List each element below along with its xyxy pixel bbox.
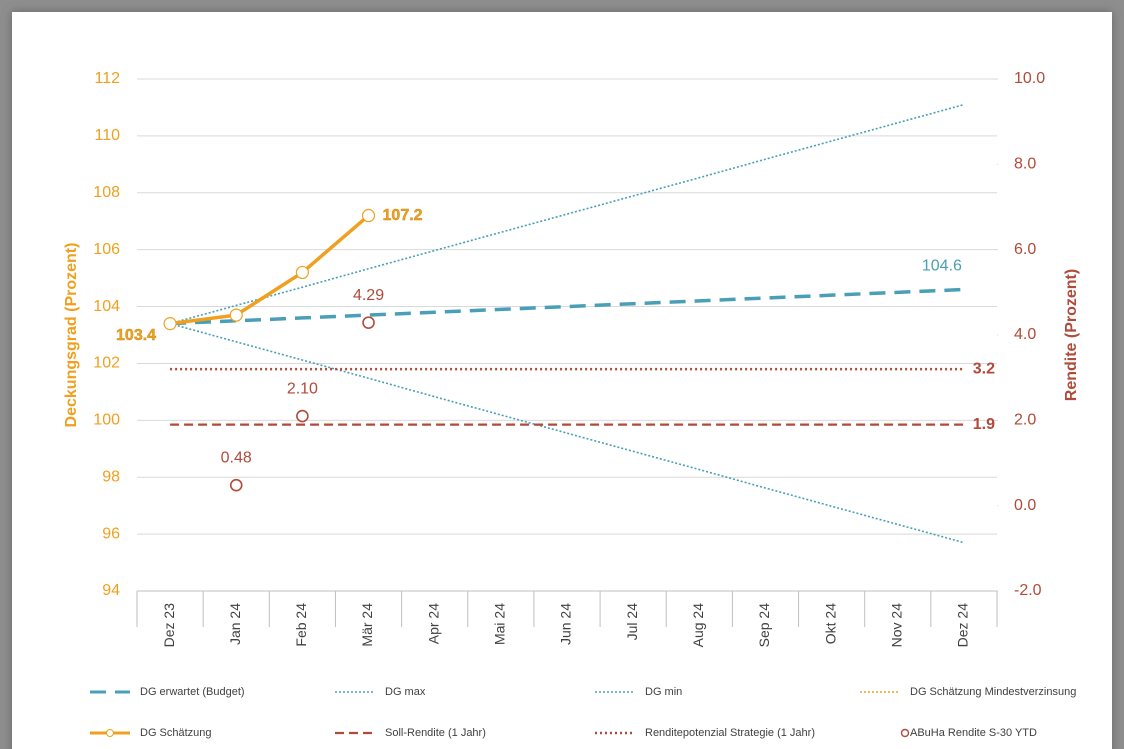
y-tick-label: 108 (93, 184, 120, 201)
x-tick-label: Nov 24 (888, 603, 904, 648)
data-label: 0.48 (221, 449, 252, 466)
point-marker (229, 308, 243, 322)
series-line (170, 287, 964, 326)
point-marker (163, 317, 177, 331)
x-tick-label: Apr 24 (425, 603, 441, 644)
x-tick-label: Okt 24 (822, 603, 838, 644)
x-tick-label: Jan 24 (227, 603, 243, 645)
x-tick-label: Jun 24 (558, 603, 574, 645)
data-label: 103.4 (116, 327, 156, 344)
y-tick-label: 110 (94, 127, 120, 144)
point-marker (362, 316, 375, 329)
legend-label: DG Schätzung Mindestverzinsung (910, 686, 1076, 698)
legend-label: Soll-Rendite (1 Jahr) (385, 727, 486, 739)
y-tick-label: 106 (93, 241, 120, 258)
legend-label: DG min (645, 686, 682, 698)
x-tick-label: Jul 24 (624, 603, 640, 641)
x-tick-label: Dez 24 (955, 603, 971, 648)
data-label: 104.6 (922, 258, 962, 275)
series-line (169, 214, 370, 326)
y-tick-label: 94 (102, 582, 120, 599)
y2-tick-label: 10.0 (1014, 70, 1045, 87)
data-label: 107.2 (383, 207, 423, 224)
y2-tick-label: 0.0 (1014, 497, 1036, 514)
series-line (169, 103, 965, 325)
y-axis-label: Deckungsgrad (Prozent) (63, 243, 80, 428)
point-marker (361, 208, 376, 223)
y-tick-label: 104 (93, 298, 120, 315)
y-tick-label: 100 (93, 412, 120, 429)
x-tick-label: Dez 23 (161, 603, 177, 648)
legend-label: DG erwartet (Budget) (140, 686, 245, 698)
y-tick-label: 112 (94, 70, 120, 87)
point-marker (295, 265, 309, 280)
legend-label: ABuHa Rendite S-30 YTD (910, 727, 1037, 739)
data-label: 4.29 (353, 287, 384, 304)
point-marker (296, 409, 309, 423)
legend-marker (106, 729, 114, 737)
point-marker (229, 478, 243, 492)
legend-label: Renditepotenzial Strategie (1 Jahr) (645, 727, 815, 739)
y2-tick-label: 4.0 (1014, 326, 1036, 343)
series-line (169, 322, 965, 544)
data-label: 3.2 (973, 360, 995, 377)
chart-area (12, 12, 1112, 749)
x-tick-label: Sep 24 (756, 603, 772, 648)
x-tick-label: Feb 24 (293, 603, 309, 647)
x-tick-label: Mai 24 (492, 603, 508, 645)
data-label: 2.10 (287, 380, 318, 397)
legend-marker (900, 728, 910, 738)
x-tick-label: Aug 24 (690, 603, 706, 648)
y2-tick-label: 2.0 (1014, 412, 1036, 429)
y2-axis-label: Rendite (Prozent) (1063, 269, 1080, 401)
y2-tick-label: -2.0 (1014, 582, 1042, 599)
data-label: 1.9 (973, 416, 995, 433)
y-tick-label: 102 (93, 355, 120, 372)
y-tick-label: 98 (102, 468, 120, 485)
y2-tick-label: 8.0 (1014, 156, 1036, 173)
legend-label: DG max (385, 686, 426, 698)
legend-label: DG Schätzung (140, 727, 212, 739)
y-tick-label: 96 (102, 525, 120, 542)
x-tick-label: Mär 24 (359, 603, 375, 647)
y2-tick-label: 6.0 (1014, 241, 1036, 258)
